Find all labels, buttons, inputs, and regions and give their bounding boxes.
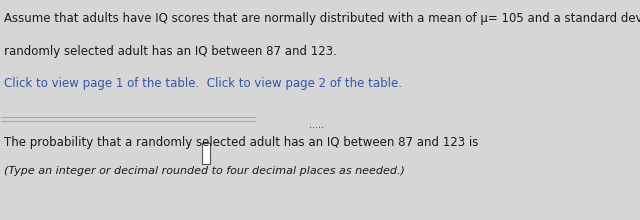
Text: (Type an integer or decimal rounded to four decimal places as needed.): (Type an integer or decimal rounded to f…	[4, 167, 405, 176]
FancyBboxPatch shape	[202, 143, 210, 164]
Text: The probability that a randomly selected adult has an IQ between 87 and 123 is: The probability that a randomly selected…	[4, 136, 483, 149]
Text: Assume that adults have IQ scores that are normally distributed with a mean of μ: Assume that adults have IQ scores that a…	[4, 12, 640, 25]
Text: .....: .....	[309, 120, 324, 130]
Text: randomly selected adult has an IQ between 87 and 123.: randomly selected adult has an IQ betwee…	[4, 45, 337, 58]
Text: Click to view page 1 of the table.  Click to view page 2 of the table.: Click to view page 1 of the table. Click…	[4, 77, 403, 90]
